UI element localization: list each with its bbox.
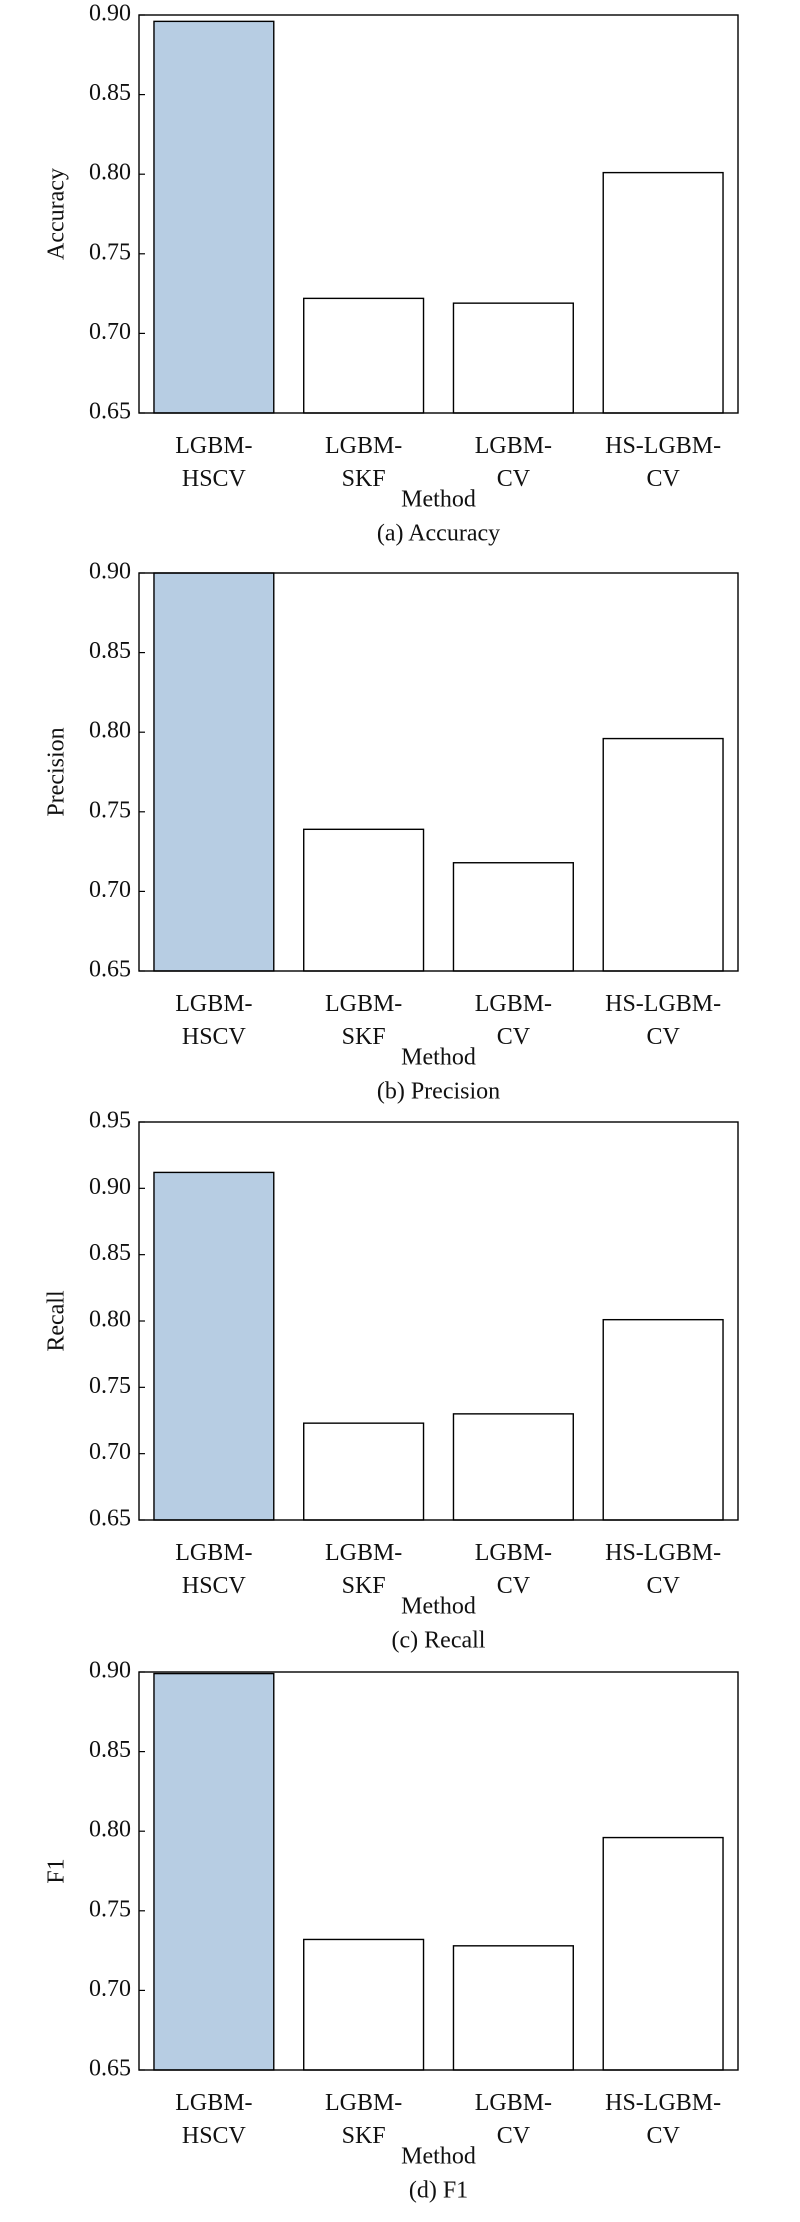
y-tick-label: 0.85: [89, 80, 131, 106]
y-tick-label: 0.90: [89, 559, 131, 585]
bar: [452, 302, 574, 414]
x-tick-label: LGBM-HSCV: [175, 433, 252, 492]
caption: (a) Accuracy: [377, 521, 500, 547]
y-tick-label: 0.80: [89, 1307, 131, 1333]
y-tick-label: 0.75: [89, 1896, 131, 1922]
x-tick-label: HS-LGBM-CV: [605, 433, 721, 492]
y-axis-label: Precision: [44, 727, 70, 816]
y-tick-label: 0.70: [89, 319, 131, 345]
bar: [602, 1318, 724, 1521]
bar: [602, 1836, 724, 2071]
y-tick-label: 0.90: [89, 1174, 131, 1200]
caption: (d) F1: [409, 2178, 468, 2204]
plot-frame: [138, 1121, 739, 1521]
y-tick-label: 0.75: [89, 797, 131, 823]
x-tick-label: LGBM-HSCV: [175, 1540, 252, 1599]
x-axis-label: Method: [401, 1594, 476, 1620]
bar: [452, 862, 574, 972]
y-tick-label: 0.80: [89, 1817, 131, 1843]
y-tick-label: 0.80: [89, 718, 131, 744]
y-tick-label: 0.80: [89, 160, 131, 186]
bar: [153, 572, 275, 972]
y-tick-label: 0.95: [89, 1108, 131, 1134]
x-tick-label: LGBM-SKF: [325, 2090, 402, 2149]
bar: [452, 1945, 574, 2071]
y-tick-label: 0.70: [89, 1976, 131, 2002]
y-tick-label: 0.75: [89, 239, 131, 265]
x-tick-label: LGBM-HSCV: [175, 2090, 252, 2149]
x-tick-label: LGBM-CV: [475, 433, 552, 492]
y-axis-label: Accuracy: [44, 168, 70, 260]
y-tick-label: 0.85: [89, 638, 131, 664]
y-tick-label: 0.65: [89, 2056, 131, 2082]
bar: [303, 1422, 425, 1521]
bar: [303, 1938, 425, 2071]
x-axis-label: Method: [401, 487, 476, 513]
bar: [602, 171, 724, 414]
plot-frame: [138, 14, 739, 414]
x-tick-label: HS-LGBM-CV: [605, 991, 721, 1050]
plot-frame: [138, 1671, 739, 2071]
y-tick-label: 0.85: [89, 1737, 131, 1763]
y-axis-label: F1: [44, 1858, 70, 1883]
x-tick-label: LGBM-SKF: [325, 433, 402, 492]
y-tick-label: 0.70: [89, 877, 131, 903]
x-tick-label: LGBM-CV: [475, 2090, 552, 2149]
bar: [303, 297, 425, 414]
bar: [153, 20, 275, 414]
x-tick-label: HS-LGBM-CV: [605, 1540, 721, 1599]
bar: [602, 737, 724, 972]
x-axis-label: Method: [401, 1045, 476, 1071]
y-tick-label: 0.85: [89, 1240, 131, 1266]
caption: (c) Recall: [392, 1628, 486, 1654]
y-tick-label: 0.90: [89, 1658, 131, 1684]
plot-frame: [138, 572, 739, 972]
x-axis-label: Method: [401, 2144, 476, 2170]
bar: [452, 1413, 574, 1521]
y-tick-label: 0.90: [89, 1, 131, 27]
y-tick-label: 0.65: [89, 957, 131, 983]
bar: [303, 828, 425, 972]
x-tick-label: LGBM-CV: [475, 1540, 552, 1599]
y-tick-label: 0.70: [89, 1439, 131, 1465]
x-tick-label: LGBM-SKF: [325, 1540, 402, 1599]
y-axis-label: Recall: [44, 1290, 70, 1352]
x-tick-label: LGBM-HSCV: [175, 991, 252, 1050]
y-tick-label: 0.75: [89, 1373, 131, 1399]
bar: [153, 1672, 275, 2071]
caption: (b) Precision: [377, 1079, 500, 1105]
x-tick-label: HS-LGBM-CV: [605, 2090, 721, 2149]
x-tick-label: LGBM-SKF: [325, 991, 402, 1050]
x-tick-label: LGBM-CV: [475, 991, 552, 1050]
bar: [153, 1171, 275, 1521]
y-tick-label: 0.65: [89, 1506, 131, 1532]
y-tick-label: 0.65: [89, 399, 131, 425]
